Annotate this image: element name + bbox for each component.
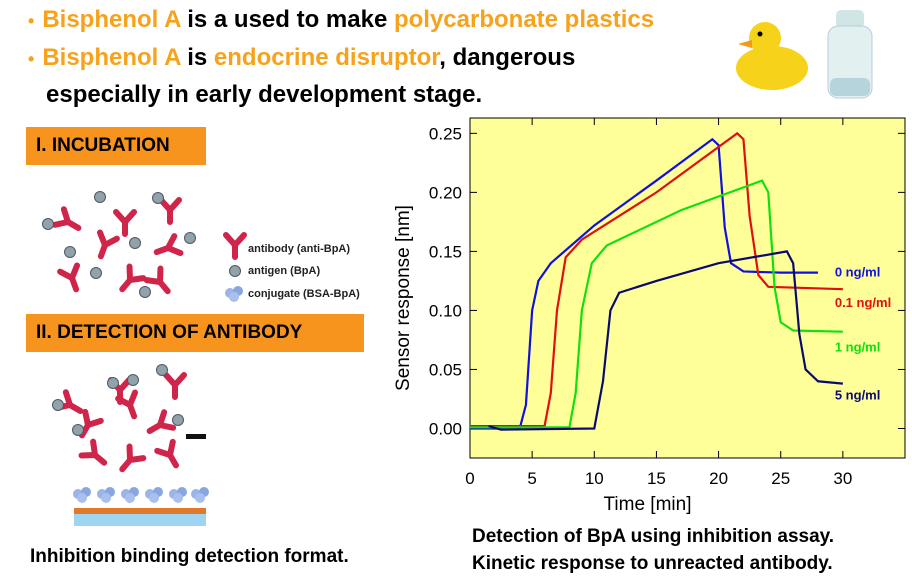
line-series (470, 179, 843, 429)
series-label: 5 ng/ml (835, 388, 881, 403)
x-tick-label: 0 (465, 469, 474, 488)
y-tick-label: 0.15 (429, 242, 462, 261)
line-series (470, 137, 818, 430)
series-label: 0 ng/ml (835, 265, 881, 280)
x-tick-label: 15 (647, 469, 666, 488)
text: polycarbonate plastics (393, 6, 655, 33)
caption: Inhibition binding detection format. (30, 546, 349, 567)
y-tick-label: 0.00 (429, 419, 462, 438)
bullet: • Bisphenol A is a used to make polycarbo… (28, 6, 655, 33)
y-axis-label: Sensor response [nm] (393, 205, 414, 391)
caption: Detection of BpA using inhibition assay. (472, 526, 835, 547)
x-tick-label: 30 (833, 469, 852, 488)
series-label: 1 ng/ml (835, 340, 881, 355)
y-tick-label: 0.10 (429, 301, 462, 320)
caption: Kinetic response to unreacted antibody. (472, 553, 833, 574)
y-tick-label: 0.25 (429, 124, 462, 143)
x-tick-label: 20 (709, 469, 728, 488)
text: endocrine disruptor (213, 44, 440, 71)
x-axis-label: Time [min] (604, 494, 692, 515)
x-tick-label: 10 (585, 469, 604, 488)
step-header: II. DETECTION OF ANTIBODY (26, 314, 364, 352)
series-label: 0.1 ng/ml (835, 295, 891, 310)
text: is a used to make (180, 6, 394, 33)
legend-text: conjugate (BSA-BpA) (248, 288, 360, 300)
legend-text: antibody (anti-BpA) (248, 243, 351, 255)
text: Bisphenol A (42, 6, 181, 33)
y-tick-label: 0.05 (429, 360, 462, 379)
y-tick-label: 0.20 (429, 183, 462, 202)
line-series (470, 131, 843, 428)
text: Bisphenol A (42, 44, 181, 71)
bullet: • Bisphenol A is endocrine disruptor, dan… (28, 44, 576, 108)
x-tick-label: 25 (771, 469, 790, 488)
text: , dangerous especially in early developm… (46, 44, 576, 108)
line-series (488, 250, 843, 431)
x-tick-label: 5 (527, 469, 536, 488)
legend-text: antigen (BpA) (248, 265, 321, 277)
text: is (180, 44, 214, 71)
step-header: I. INCUBATION (26, 127, 206, 165)
